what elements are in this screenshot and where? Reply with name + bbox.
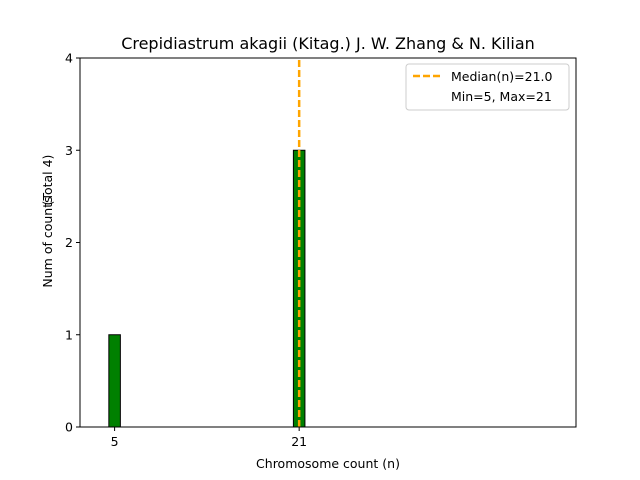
y-axis-ticks: 0 1 2 3 4 (65, 51, 80, 435)
legend: Median(n)=21.0 Min=5, Max=21 (405, 63, 570, 111)
plot-frame (79, 57, 577, 428)
x-axis-ticks: 5 21 (111, 427, 307, 449)
y-tick-label-0: 0 (65, 420, 73, 435)
y-tick-label-4: 4 (65, 51, 73, 66)
legend-frame (405, 63, 570, 111)
y-tick-label-1: 1 (65, 327, 73, 342)
legend-range-label: Min=5, Max=21 (451, 89, 552, 104)
bars (108, 149, 306, 428)
x-tick-label-5: 5 (111, 434, 119, 449)
chart-title: Crepidiastrum akagii (Kitag.) J. W. Zhan… (121, 34, 535, 53)
legend-median-label: Median(n)=21.0 (451, 69, 552, 84)
x-tick-label-21: 21 (291, 434, 307, 449)
bar-5 (108, 334, 121, 428)
y-tick-label-3: 3 (65, 143, 73, 158)
y-axis-total-label: (Total 4) (40, 155, 55, 206)
x-axis-label: Chromosome count (n) (256, 456, 400, 471)
y-axis-label: Num of counts (40, 196, 55, 287)
y-tick-label-2: 2 (65, 235, 73, 250)
